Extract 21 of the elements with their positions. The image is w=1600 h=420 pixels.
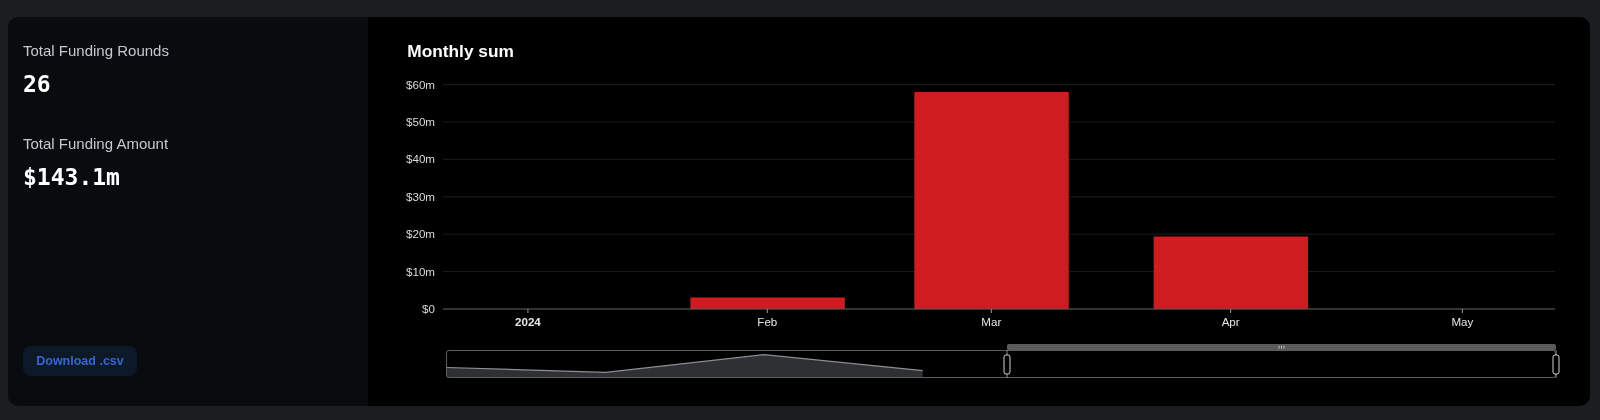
- text: 26: [23, 71, 51, 97]
- text: Total Funding Amount: [23, 134, 169, 152]
- x-tick-label: Feb: [757, 315, 778, 329]
- y-tick-label: $10m: [405, 264, 435, 278]
- y-tick-label: $20m: [405, 227, 435, 241]
- chart-title: Monthly sum: [407, 40, 514, 61]
- y-tick-label: $40m: [405, 152, 435, 166]
- x-tick-label: Apr: [1221, 315, 1240, 329]
- y-tick-label: $60m: [405, 77, 435, 91]
- y-tick-label: $50m: [405, 115, 435, 129]
- text: $143.1m: [23, 163, 120, 190]
- y-tick-label: $30m: [405, 189, 435, 203]
- bar: [1153, 236, 1309, 309]
- x-tick-label: 2024: [515, 315, 542, 329]
- x-tick-label: Mar: [981, 315, 1002, 329]
- download-button: Download .csv: [23, 346, 137, 376]
- y-tick-label: $0: [422, 302, 435, 316]
- bar: [914, 91, 1069, 309]
- bar: [690, 297, 845, 309]
- x-tick-label: May: [1451, 315, 1474, 329]
- text: Total Funding Rounds: [23, 42, 169, 59]
